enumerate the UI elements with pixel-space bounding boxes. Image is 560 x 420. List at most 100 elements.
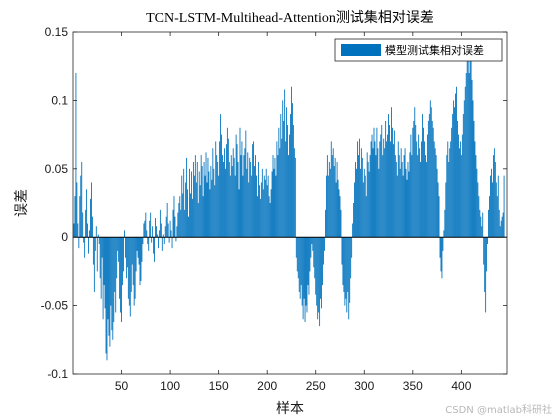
bar	[124, 230, 125, 238]
bar	[94, 237, 96, 251]
bar	[467, 52, 469, 238]
bar	[500, 220, 502, 238]
bar	[122, 237, 123, 286]
bar	[487, 237, 489, 245]
x-tick-label: 200	[257, 379, 277, 393]
bar	[479, 209, 481, 238]
bar	[275, 175, 277, 238]
axes	[72, 31, 508, 375]
bar	[379, 141, 381, 238]
bar	[81, 161, 83, 238]
bar	[486, 237, 488, 272]
bar	[318, 237, 320, 313]
bar	[78, 237, 80, 249]
bar	[165, 216, 167, 238]
bar	[195, 182, 197, 238]
y-axis-label: 误差	[14, 189, 30, 217]
x-tick-label: 400	[451, 379, 471, 393]
bar	[131, 237, 133, 265]
bar	[370, 141, 372, 238]
bar	[422, 114, 423, 238]
bar	[107, 237, 109, 320]
bar	[92, 237, 94, 265]
bar	[447, 141, 449, 238]
bar	[371, 134, 373, 238]
bar	[358, 138, 360, 238]
bar	[113, 237, 115, 323]
bar	[407, 161, 409, 238]
bar	[319, 237, 321, 327]
bar	[358, 155, 359, 238]
bar	[136, 237, 138, 251]
legend: 模型测试集相对误差	[334, 38, 503, 62]
bar	[98, 237, 100, 245]
bar	[362, 182, 364, 238]
bar	[444, 209, 446, 238]
bar	[245, 130, 247, 238]
bar	[383, 138, 385, 238]
bar	[449, 148, 451, 238]
bar	[314, 237, 316, 279]
bar	[292, 125, 294, 238]
bar	[434, 148, 436, 238]
bar	[147, 237, 149, 245]
bar	[344, 237, 346, 306]
bar	[112, 237, 114, 340]
bar	[439, 237, 441, 258]
bar	[452, 114, 454, 238]
bar	[80, 175, 82, 238]
bar	[126, 237, 128, 268]
bar	[406, 179, 408, 238]
x-tick-label: 250	[306, 379, 326, 393]
bar	[178, 203, 180, 238]
bar	[248, 182, 250, 238]
bar	[356, 168, 357, 238]
bar	[151, 237, 153, 243]
bar	[346, 237, 348, 313]
bar	[331, 155, 333, 238]
bar	[373, 127, 375, 238]
bar	[278, 127, 280, 238]
bar	[243, 155, 245, 238]
bar	[221, 134, 222, 238]
bar	[338, 189, 340, 238]
bar	[137, 237, 139, 258]
bar	[394, 155, 396, 238]
bar	[408, 171, 410, 238]
bar	[192, 161, 194, 238]
bar	[309, 237, 311, 272]
bar	[206, 182, 208, 238]
bar	[320, 237, 322, 299]
bar	[75, 73, 77, 238]
bar	[400, 148, 402, 238]
bar	[198, 171, 200, 238]
plot-area	[73, 32, 507, 374]
bar	[88, 237, 89, 254]
bar	[295, 237, 297, 258]
x-tick-label: 50	[115, 379, 129, 393]
bar	[215, 141, 217, 238]
bar	[300, 237, 302, 286]
bar	[286, 107, 288, 238]
bar	[90, 198, 91, 238]
bar	[213, 168, 215, 238]
bar	[172, 209, 174, 238]
bar	[212, 148, 214, 238]
bar	[341, 237, 343, 265]
bar	[385, 120, 387, 238]
bar	[128, 237, 130, 306]
bar	[433, 141, 435, 238]
y-tick-label: 0.1	[51, 93, 68, 107]
bar	[469, 38, 471, 238]
bar	[489, 196, 490, 238]
bar	[302, 237, 304, 320]
bar	[395, 161, 397, 238]
bar	[451, 127, 453, 238]
bar	[291, 86, 292, 238]
bar	[448, 161, 450, 238]
bar	[325, 209, 326, 238]
bar	[365, 196, 367, 238]
bar	[188, 216, 189, 238]
bar	[481, 226, 483, 238]
